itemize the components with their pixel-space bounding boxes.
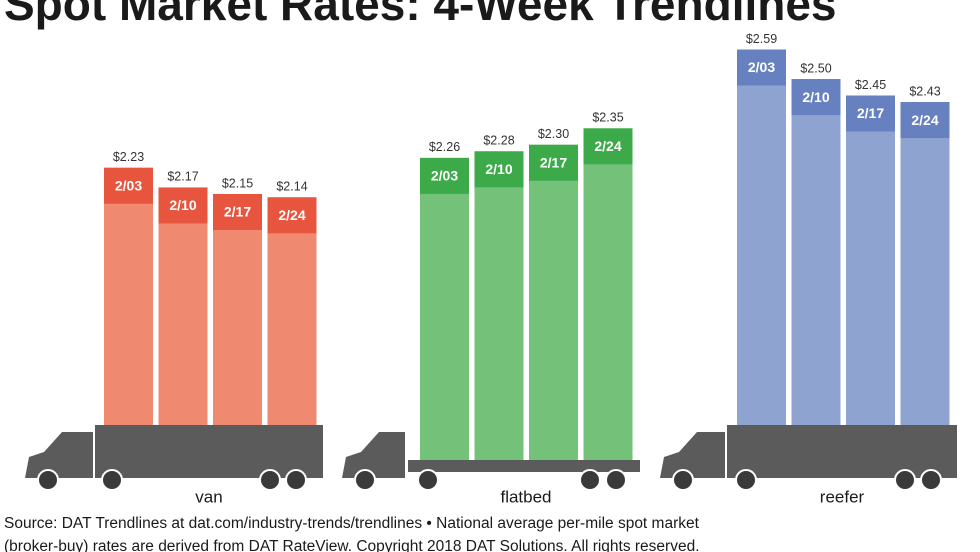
value-label: $2.30 (538, 127, 569, 141)
bar-label-band (737, 49, 786, 86)
source-note: Source: DAT Trendlines at dat.com/indust… (4, 515, 700, 532)
series-label: 2/17 (540, 154, 567, 170)
chart-title: Spot Market Rates: 4-Week Trendlines (4, 0, 837, 30)
bar (474, 151, 524, 460)
bar-label-band (474, 151, 524, 188)
category-label: flatbed (500, 487, 551, 506)
bar-label-band (213, 194, 262, 231)
bar (737, 49, 786, 460)
value-label: $2.28 (483, 134, 514, 148)
value-label: $2.26 (429, 140, 460, 154)
bar-label-band (900, 102, 950, 139)
series-label: 2/03 (748, 59, 775, 75)
series-label: 2/24 (911, 112, 938, 128)
reefer-truck (660, 425, 957, 491)
bar-label-band (846, 95, 895, 132)
bar-label-band (104, 167, 153, 204)
series-label: 2/10 (802, 89, 829, 105)
bar-label-band (529, 144, 578, 181)
series-label: 2/03 (115, 177, 142, 193)
value-label: $2.35 (592, 111, 623, 125)
series-label: 2/17 (224, 204, 251, 220)
bar (583, 128, 633, 461)
bar-label-band (791, 79, 841, 116)
value-label: $2.59 (746, 32, 777, 46)
bar-label-band (158, 187, 208, 224)
flatbed-truck (342, 432, 640, 491)
series-label: 2/03 (431, 168, 458, 184)
category-label: van (195, 487, 222, 506)
value-label: $2.50 (800, 61, 831, 75)
series-label: 2/24 (594, 138, 621, 154)
bar (846, 95, 895, 460)
bar (791, 79, 841, 460)
bar (420, 157, 469, 460)
value-label: $2.14 (276, 180, 307, 194)
value-label: $2.15 (222, 176, 253, 190)
value-label: $2.23 (113, 150, 144, 164)
bar-label-band (267, 197, 317, 234)
series-label: 2/10 (169, 197, 196, 213)
bar (529, 144, 578, 461)
bar (900, 102, 950, 460)
value-label: $2.45 (855, 78, 886, 92)
bar (267, 197, 317, 460)
series-label: 2/17 (857, 105, 884, 121)
category-label: reefer (820, 487, 865, 506)
series-label: 2/24 (278, 207, 305, 223)
bar (104, 167, 153, 461)
bar-label-band (420, 157, 469, 194)
source-note: (broker-buy) rates are derived from DAT … (4, 538, 700, 552)
bar-label-band (583, 128, 633, 165)
series-label: 2/10 (485, 161, 512, 177)
van-truck (25, 425, 323, 491)
bar (213, 194, 262, 460)
value-label: $2.17 (167, 170, 198, 184)
bar (158, 187, 208, 461)
bars: 2/03 $2.23 2/10 $2.17 2/17 $2.15 2/24 $2.14 2/03… (104, 32, 950, 461)
value-label: $2.43 (909, 84, 940, 98)
